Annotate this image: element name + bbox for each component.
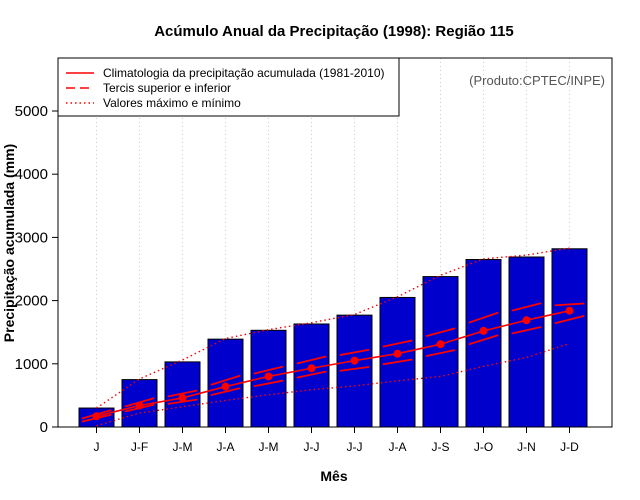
x-tick-label: J: [94, 440, 100, 454]
tercile-segment: [511, 302, 542, 312]
extreme-line: [96, 247, 570, 409]
extreme-line: [96, 342, 570, 427]
tercile-segment: [554, 302, 585, 307]
bar: [379, 296, 416, 428]
tercile-segment: [124, 403, 155, 413]
tercile-segment: [210, 374, 241, 386]
tercile-segment: [382, 358, 413, 366]
y-tick-label: 1000: [15, 356, 48, 373]
tercile-segment: [339, 349, 370, 356]
y-tick-label: 5000: [15, 103, 48, 120]
legend: Climatologia da precipitação acumulada (…: [57, 57, 400, 117]
bar: [422, 276, 459, 428]
x-tick-label: J-F: [131, 440, 148, 454]
tercile-segment: [167, 389, 198, 398]
climatology-point: [264, 372, 273, 381]
climatology-point: [436, 340, 445, 349]
bar: [508, 256, 545, 428]
tercile-segment: [253, 379, 284, 388]
tercile-segment: [425, 327, 456, 337]
climatology-point: [565, 306, 574, 315]
climatology-point: [393, 349, 402, 358]
axes-group: 0 1000 2000 3000 4000 5000 J J-F J-M J-A J-M J-J J-J…: [15, 103, 580, 454]
y-axis-label: Precipitação acumulada (mm): [1, 144, 17, 342]
x-tick-label: J-A: [217, 440, 235, 454]
climatology-point: [221, 382, 230, 391]
legend-label: Tercis superior e inferior: [103, 81, 231, 95]
x-axis-label: Mês: [320, 468, 347, 484]
x-tick-label: J-M: [173, 440, 193, 454]
climatology-point: [307, 364, 316, 373]
tercile-segment: [296, 355, 327, 365]
x-tick-label: J-A: [389, 440, 407, 454]
y-tick-label: 3000: [15, 229, 48, 246]
tercile-segment: [81, 409, 112, 420]
climatology-point: [479, 326, 488, 335]
tercile-segment: [468, 334, 499, 346]
legend-label: Valores máximo e mínimo: [103, 96, 241, 110]
climatology-point: [350, 356, 359, 365]
y-tick-label: 0: [40, 419, 48, 436]
tercile-segment: [468, 311, 499, 324]
tercile-segment: [210, 387, 241, 396]
y-tick-label: 4000: [15, 166, 48, 183]
tercile-segment: [425, 349, 456, 357]
y-tick-label: 2000: [15, 293, 48, 310]
tercile-segment: [81, 413, 112, 423]
tercile-segment: [339, 366, 370, 372]
legend-label: Climatologia da precipitação acumulada (…: [103, 66, 385, 80]
bar: [551, 248, 588, 428]
legend-box: [57, 57, 400, 117]
climatology-point: [522, 316, 531, 325]
lines-group: [81, 247, 585, 427]
grid-lines: [96, 58, 570, 427]
credit-text: (Produto:CPTEC/INPE): [469, 73, 605, 88]
x-tick-label: J-J: [347, 440, 363, 454]
x-tick-label: J-N: [517, 440, 536, 454]
x-tick-label: J-J: [304, 440, 320, 454]
bars-group: [78, 248, 588, 428]
tercile-segment: [511, 326, 542, 335]
x-tick-label: J-O: [474, 440, 493, 454]
chart-title: Acúmulo Anual da Precipitação (1998): Re…: [154, 23, 514, 40]
tercile-segment: [296, 370, 327, 379]
climatology-point: [178, 393, 187, 402]
x-tick-label: J-D: [560, 440, 579, 454]
climatology-line: [96, 309, 570, 418]
tercile-segment: [382, 339, 413, 348]
tercile-segment: [124, 397, 155, 408]
tercile-segment: [167, 398, 198, 405]
tercile-segment: [554, 315, 585, 325]
bar: [293, 323, 330, 428]
tercile-segment: [253, 365, 284, 375]
x-tick-label: J-S: [432, 440, 450, 454]
x-tick-label: J-M: [259, 440, 279, 454]
